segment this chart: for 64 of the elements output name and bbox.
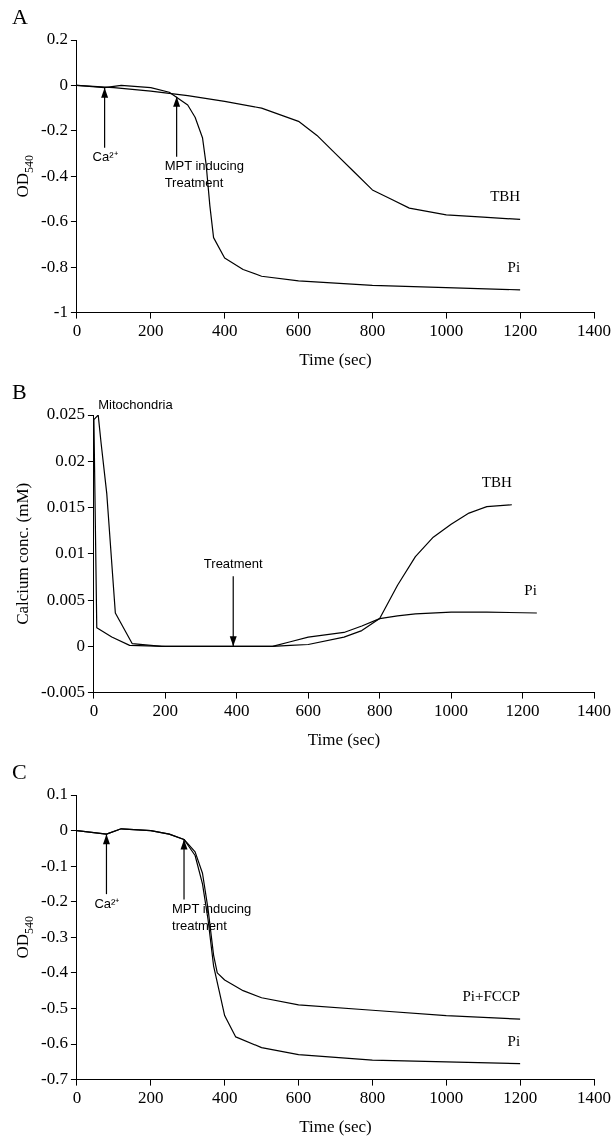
y-tick-label: 0.1: [46, 784, 68, 804]
annotation: Treatment: [203, 555, 263, 571]
y-axis-title: OD540: [13, 155, 37, 198]
x-tick-label: 400: [224, 701, 250, 721]
x-tick-label: 1200: [505, 701, 540, 721]
x-tick-label: 800: [366, 701, 393, 721]
x-axis-title: Time (sec): [307, 730, 381, 750]
series-label: Pi: [507, 258, 521, 275]
y-tick-label: -0.6: [40, 211, 68, 231]
series-label: Pi+FCCP: [462, 988, 521, 1005]
x-tick-label: 1200: [503, 321, 538, 341]
y-tick-label: -0.8: [40, 256, 68, 276]
y-tick-label: 0: [59, 74, 68, 94]
y-tick-label: 0.025: [46, 404, 85, 424]
y-tick-label: 0: [59, 820, 68, 840]
y-tick-label: -0.4: [40, 165, 69, 185]
series-label: TBH: [481, 473, 513, 490]
x-tick-label: 1400: [577, 321, 611, 341]
x-tick-label: 800: [359, 321, 386, 341]
x-axis-title: Time (sec): [299, 1117, 372, 1137]
y-tick-label: -0.6: [40, 1033, 68, 1053]
y-tick-label: -0.3: [40, 926, 68, 946]
x-tick-label: 1200: [503, 1088, 538, 1108]
y-tick-label: 0.01: [55, 543, 85, 563]
y-axis-title: Calcium conc. (mM): [13, 482, 33, 625]
y-tick-label: 0.005: [46, 589, 85, 609]
x-tick-label: 200: [138, 1088, 164, 1108]
annotation: Ca²⁺: [92, 149, 118, 165]
x-tick-label: 600: [295, 701, 321, 721]
x-tick-label: 200: [138, 321, 164, 341]
annotation: Mitochondria: [98, 396, 174, 412]
y-tick-label: -0.5: [40, 997, 68, 1017]
y-axis-title: OD540: [13, 916, 37, 959]
x-tick-label: 1000: [434, 701, 469, 721]
x-tick-label: 1000: [429, 321, 464, 341]
x-tick-label: 200: [152, 701, 179, 721]
y-tick-label: 0.02: [55, 450, 85, 470]
x-tick-label: 400: [211, 321, 238, 341]
y-tick-label: -0.4: [40, 962, 69, 982]
x-tick-label: 600: [285, 321, 312, 341]
chart-title: C: [12, 758, 27, 784]
y-tick-label: -0.005: [40, 682, 85, 702]
y-tick-label: -0.2: [40, 120, 68, 140]
series-label: TBH: [490, 188, 521, 205]
x-tick-label: 800: [359, 1088, 386, 1108]
y-tick-label: 0.015: [46, 497, 85, 516]
y-tick-label: 0.2: [46, 29, 68, 49]
x-tick-label: 600: [285, 1088, 312, 1108]
x-tick-label: 400: [211, 1088, 238, 1108]
x-tick-label: 1000: [429, 1088, 464, 1108]
y-tick-label: -0.1: [40, 855, 68, 875]
y-tick-label: -0.7: [40, 1069, 69, 1089]
y-tick-label: 0: [76, 635, 85, 655]
x-tick-label: 0: [89, 701, 99, 721]
series-label: Pi: [507, 1032, 521, 1049]
x-tick-label: 1400: [577, 701, 611, 721]
chart-title: A: [12, 3, 28, 29]
y-tick-label: -0.2: [40, 891, 68, 911]
y-tick-label: -1: [53, 302, 68, 322]
chart-title: B: [12, 378, 27, 404]
x-axis-title: Time (sec): [299, 350, 372, 370]
annotation: Ca²⁺: [94, 895, 120, 911]
series-label: Pi: [524, 581, 537, 598]
x-tick-label: 1400: [577, 1088, 611, 1108]
